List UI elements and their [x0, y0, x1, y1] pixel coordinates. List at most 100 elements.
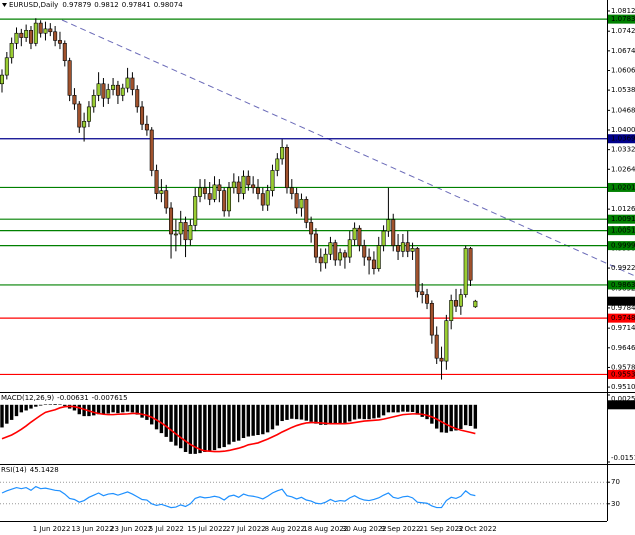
level-label: 0.97487	[611, 314, 635, 322]
macd-bar	[29, 404, 33, 409]
macd-bar	[401, 404, 405, 412]
macd-bar	[241, 404, 246, 439]
macd-bar	[449, 404, 453, 432]
candle-body	[400, 242, 405, 252]
candle-body	[309, 222, 314, 235]
level-label-box	[608, 182, 635, 192]
macd-bar	[468, 404, 473, 426]
rsi-title: RSI(14)	[1, 466, 27, 474]
macd-bar	[343, 404, 347, 423]
candle-body	[183, 222, 188, 241]
candle-body	[251, 184, 256, 189]
x-tick-label: 5 Jul 2022	[149, 525, 184, 533]
candle-body	[9, 43, 14, 59]
candle-body	[207, 193, 212, 200]
candle-body	[140, 106, 145, 125]
macd-bar	[270, 404, 275, 430]
symbol-header: EURUSD,Daily 0.97879 0.9812 0.97841 0.98074	[9, 1, 183, 9]
candle-body	[28, 30, 33, 44]
y-tick-label: 1.05380	[611, 86, 635, 94]
candle-body	[188, 225, 193, 241]
macd-bar	[357, 404, 362, 419]
candle-body	[362, 245, 367, 258]
macd-bar	[106, 404, 110, 414]
level-label-box	[608, 241, 635, 251]
candle-body	[444, 320, 449, 362]
macd-bar	[304, 404, 308, 421]
candle-body	[357, 227, 362, 246]
level-label-box	[608, 313, 635, 323]
zero-label-box	[608, 400, 635, 410]
macd-bar	[125, 404, 130, 412]
macd-bar	[232, 404, 236, 442]
macd-bar	[348, 404, 352, 422]
x-tick-label: 30 Aug 2022	[342, 525, 387, 533]
macd-bar	[280, 404, 284, 422]
candle-body	[473, 300, 478, 308]
macd-bar	[77, 404, 81, 415]
candle-body	[333, 242, 338, 261]
macd-bar	[299, 404, 304, 420]
macd-bar	[38, 404, 43, 406]
candle-body	[227, 187, 232, 212]
candle-body	[241, 175, 246, 194]
x-tick-label: 21 Sep 2022	[419, 525, 463, 533]
macd-bar	[53, 404, 57, 405]
y-tick-label: 1.06060	[611, 66, 635, 74]
level-label-box	[608, 14, 635, 24]
macd-value: -0.00631	[57, 394, 88, 402]
candle-body	[454, 300, 459, 307]
candle-body	[425, 294, 430, 304]
candle-body	[178, 222, 183, 235]
candle-body	[236, 181, 241, 194]
rsi-value: 45.1428	[30, 466, 59, 474]
y-tick-label: 1.04680	[611, 106, 635, 114]
level-label-box	[608, 280, 635, 290]
macd-bar	[459, 404, 463, 429]
x-tick-label: 1 Jun 2022	[33, 525, 71, 533]
candle-body	[381, 230, 386, 246]
macd-bar	[193, 404, 197, 454]
macd-bar	[473, 404, 478, 429]
candle-body	[4, 57, 9, 76]
candle-body	[429, 303, 434, 336]
candle-body	[62, 43, 67, 61]
macd-bar	[377, 404, 381, 418]
macd-bar	[372, 404, 376, 419]
level-label: 0.98637	[611, 281, 635, 289]
macd-bar	[290, 404, 294, 419]
candle-body	[19, 32, 24, 38]
candle-body	[159, 190, 164, 194]
macd-bar	[435, 404, 439, 429]
macd-bar	[333, 404, 337, 424]
y-tick-label: 1.07420	[611, 27, 635, 35]
level-label: 1.03697	[611, 135, 635, 143]
macd-bar	[410, 404, 415, 412]
candle-body	[149, 129, 154, 171]
open: 0.97879	[62, 1, 91, 9]
candle-body	[120, 87, 125, 96]
y-tick-label: 70	[611, 478, 620, 486]
macd-bar	[9, 404, 14, 420]
candle-body	[371, 259, 376, 269]
macd-bar	[391, 404, 395, 413]
macd-bar	[381, 404, 386, 416]
y-tick-label: 1.03320	[611, 146, 635, 154]
candle-body	[347, 239, 352, 258]
candle-body	[323, 253, 328, 264]
candle-body	[458, 294, 463, 307]
macd-bar	[174, 404, 178, 446]
macd-bar	[309, 404, 313, 422]
candle-body	[342, 252, 347, 258]
candle-body	[449, 300, 454, 321]
macd-bar	[188, 404, 193, 454]
macd-header: MACD(12,26,9) -0.00631 -0.007615	[1, 394, 128, 402]
candle-body	[169, 207, 174, 235]
candle-body	[313, 233, 318, 258]
candle-body	[217, 184, 222, 191]
